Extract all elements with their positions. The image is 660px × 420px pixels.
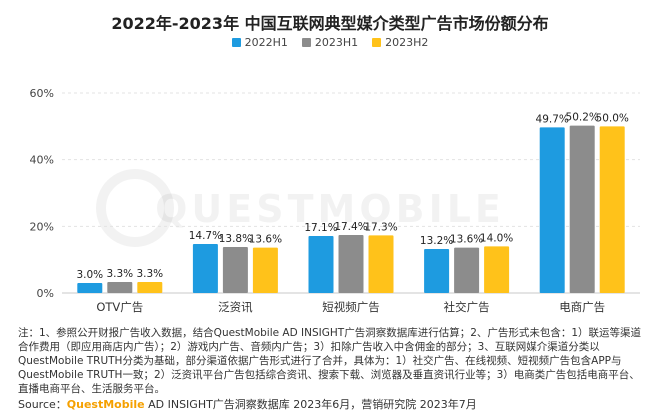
source-rest: AD INSIGHT广告洞察数据库 2023年6月，营销研究院 2023年7月: [144, 398, 477, 411]
data-label: 13.2%: [420, 235, 453, 247]
source-prefix: Source：: [18, 398, 67, 411]
legend-swatch: [301, 38, 311, 47]
data-label: 50.0%: [596, 112, 629, 124]
bar: [222, 247, 248, 293]
bar: [338, 235, 364, 293]
legend-item-2023h2: 2023H2: [372, 36, 428, 49]
data-label: 13.6%: [249, 234, 282, 246]
bar: [454, 247, 480, 293]
y-tick-label: 20%: [30, 220, 54, 233]
y-tick-label: 60%: [30, 87, 54, 100]
data-label: 3.3%: [106, 268, 133, 280]
legend-swatch: [372, 38, 382, 47]
bar: [569, 125, 595, 294]
legend-label: 2022H1: [244, 36, 288, 49]
bar: [252, 247, 278, 293]
data-label: 14.7%: [189, 230, 222, 242]
bar: [77, 283, 103, 293]
legend-item-2023h1: 2023H1: [301, 36, 359, 49]
bar: [484, 246, 510, 293]
bar: [539, 127, 565, 293]
watermark-text: QUESTMOBILE: [155, 187, 505, 231]
y-tick-label: 40%: [30, 154, 54, 167]
data-label: 49.7%: [536, 113, 569, 125]
x-tick-label: 泛资讯: [218, 300, 253, 314]
bar: [137, 282, 163, 293]
bar: [308, 236, 334, 293]
data-label: 17.1%: [304, 222, 337, 234]
data-label: 50.2%: [566, 112, 599, 124]
data-label: 17.3%: [364, 221, 397, 233]
bar: [368, 235, 394, 293]
x-tick-label: 短视频广告: [322, 300, 380, 314]
x-tick-label: OTV广告: [96, 300, 143, 314]
data-label: 14.0%: [480, 232, 513, 244]
bar: [599, 126, 625, 293]
watermark-logo: [96, 169, 174, 247]
footnote: 注：1、参照公开财报广告收入数据，结合QuestMobile AD INSIGH…: [18, 327, 642, 395]
y-tick-label: 0%: [37, 287, 54, 300]
legend-item-2022h1: 2022H1: [231, 36, 288, 49]
bar: [192, 244, 218, 293]
data-label: 13.6%: [450, 234, 483, 246]
data-label: 17.4%: [334, 221, 367, 233]
bar: [107, 282, 133, 293]
x-tick-label: 电商广告: [559, 300, 605, 314]
data-label: 13.8%: [219, 233, 252, 245]
legend-label: 2023H2: [385, 36, 429, 49]
source-line: Source：QuestMobile AD INSIGHT广告洞察数据库 202…: [18, 396, 477, 412]
data-label: 3.3%: [136, 268, 163, 280]
legend-label: 2023H1: [314, 36, 359, 49]
bar: [424, 249, 450, 293]
chart-title: 2022年-2023年 中国互联网典型媒介类型广告市场份额分布: [111, 14, 549, 33]
source-brand: QuestMobile: [66, 398, 145, 411]
legend-swatch: [231, 38, 241, 47]
data-label: 3.0%: [76, 269, 103, 281]
legend: 2022H1 2023H1 2023H2: [0, 36, 660, 49]
x-tick-label: 社交广告: [444, 300, 490, 314]
